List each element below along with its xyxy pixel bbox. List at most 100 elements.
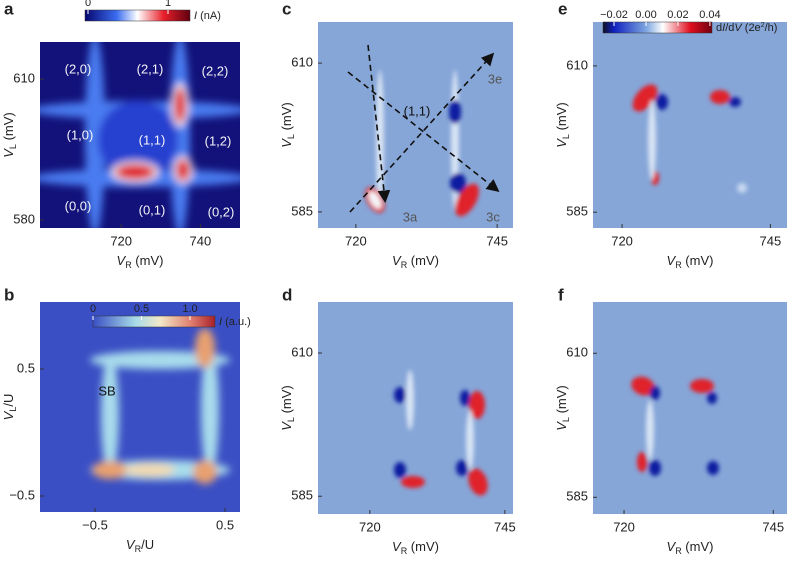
colorbar-gradient [92, 315, 216, 328]
y-axis-label-part: V [1, 148, 16, 158]
feature [468, 468, 488, 496]
x-tick-label: 720 [359, 519, 381, 534]
feature [637, 452, 647, 472]
colorbar-gradient [602, 21, 713, 34]
y-axis-label-part: L [286, 417, 296, 422]
colorbar-label: I (a.u.) [219, 316, 251, 328]
feature [193, 460, 217, 484]
features [40, 42, 240, 228]
colorbar-label-part: /h) [765, 22, 778, 34]
feature [92, 461, 128, 479]
colorbar-label: I (nA) [194, 10, 221, 22]
panel: b−0.5 0.5−0.50.5VR/UVL/U0 0.5 1.0I (a.u.)SB [1, 285, 250, 554]
panel-letter: a [4, 0, 14, 18]
annotation: 3e [488, 71, 502, 86]
annotation: (0,2) [208, 204, 235, 219]
x-axis-label-part: (mV) [682, 253, 714, 268]
x-axis-label: VR (mV) [667, 253, 714, 270]
plot-background [593, 22, 787, 228]
colorbar-label-part: d [716, 22, 722, 34]
heatmap-features [631, 376, 719, 476]
x-axis-label-part: R [675, 546, 682, 556]
y-axis-label-part: V [554, 421, 569, 431]
annotation: (2,2) [202, 63, 229, 78]
y-tick-label: 610 [566, 57, 588, 72]
feature [174, 87, 186, 123]
colorbar-label-part: I [194, 10, 197, 22]
x-axis-label-part: V [392, 539, 402, 554]
annotation: (2,1) [137, 61, 164, 76]
colorbar-gradient [84, 9, 191, 22]
x-tick-label: 745 [486, 233, 508, 248]
annotation: (0,0) [65, 198, 92, 213]
feature [394, 462, 406, 478]
y-axis-label-part: L [561, 134, 571, 139]
feature [101, 355, 119, 475]
feature [648, 100, 656, 180]
y-axis-label: VL/U [1, 394, 18, 421]
feature [201, 345, 219, 475]
feature [460, 390, 470, 406]
panel-letter: b [4, 285, 14, 304]
x-tick-label: 720 [611, 233, 633, 248]
colorbar-label: dI/dV (2e2/h) [716, 22, 777, 34]
plot-background [593, 302, 787, 514]
feature [632, 84, 658, 112]
annotation: (1,1) [404, 103, 431, 118]
panel-letter: c [282, 0, 291, 18]
colorbar: 0 1 I (nA) [84, 0, 221, 22]
feature [656, 94, 668, 110]
heatmap-features [347, 44, 500, 217]
feature [115, 164, 155, 180]
x-axis-label-part: R [401, 260, 408, 270]
heatmap-features [90, 328, 230, 484]
arrow [367, 44, 391, 204]
x-tick-label: 745 [494, 519, 516, 534]
feature [646, 400, 654, 460]
y-axis-label-part: /U [1, 394, 16, 407]
feature [90, 351, 230, 369]
x-axis-label: VR (mV) [392, 539, 439, 556]
annotation: 3c [486, 209, 500, 224]
y-axis-label: VL (mV) [1, 112, 18, 157]
colorbar-tick-label: 1 [165, 0, 171, 9]
feature [631, 376, 655, 396]
colorbar-label-part: (nA) [197, 10, 221, 22]
x-axis-label: VR (mV) [117, 253, 164, 270]
y-axis-label-part: L [8, 407, 18, 412]
colorbar-label-part: /d [725, 22, 734, 34]
y-tick-label: 610 [291, 55, 313, 70]
heatmap-features [40, 42, 240, 228]
feature [368, 190, 382, 210]
y-tick-label: 585 [566, 204, 588, 219]
feature [469, 391, 485, 419]
feature [456, 460, 468, 476]
x-axis-label-part: V [392, 253, 402, 268]
x-axis-label-part: V [667, 253, 677, 268]
y-axis-label-part: V [554, 138, 569, 148]
x-axis-label-part: R [125, 260, 132, 270]
panel-letter: d [282, 285, 292, 304]
y-tick-label: 0.5 [17, 360, 35, 375]
y-tick-label: 585 [291, 488, 313, 503]
features [394, 370, 488, 496]
x-axis-label-part: R [135, 544, 142, 554]
x-axis-label: VR/U [126, 537, 154, 554]
y-tick-label: −0.5 [9, 487, 35, 502]
y-axis-label-part: L [8, 144, 18, 149]
feature [455, 183, 479, 217]
annotation: (1,1) [139, 132, 166, 147]
colorbar-tick-label: 0.00 [635, 9, 656, 21]
x-tick-label: 720 [345, 233, 367, 248]
heatmap-features [394, 370, 488, 496]
x-axis-label: VR (mV) [667, 539, 714, 556]
arrow [349, 52, 495, 213]
y-axis-label-part: (mV) [554, 102, 569, 134]
y-axis-label-part: L [286, 134, 296, 139]
x-axis-label-part: R [675, 260, 682, 270]
